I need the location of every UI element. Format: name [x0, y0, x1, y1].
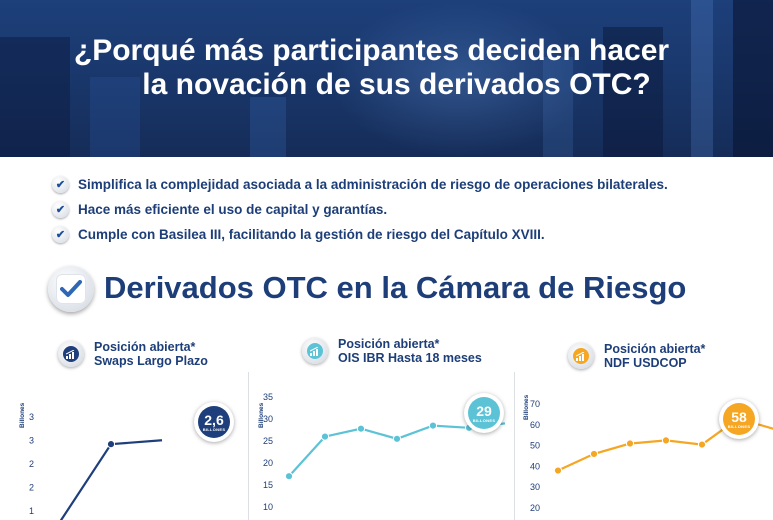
value-badge-ndf: 58 BILLONES	[719, 399, 759, 439]
check-icon: ✔	[52, 201, 69, 218]
y-tick-label: 40	[530, 461, 540, 471]
background-building	[733, 0, 773, 157]
list-item-text: Simplifica la complejidad asociada a la …	[78, 177, 668, 192]
bar-chart-icon-core	[63, 346, 79, 362]
value-badge-ois: 29 BILLONES	[464, 393, 504, 433]
badge-value: 2,6	[204, 411, 224, 428]
data-point	[553, 466, 563, 475]
hero-title: ¿Porqué más participantes deciden hacer …	[0, 34, 773, 102]
check-icon-inner	[56, 274, 86, 304]
check-icon: ✔	[52, 226, 69, 243]
card-label-line1: Posición abierta*	[604, 342, 706, 356]
data-point	[320, 432, 330, 441]
bar-chart-icon-core	[307, 343, 323, 359]
badge-core: 29 BILLONES	[468, 397, 500, 429]
bar-chart-icon	[568, 343, 594, 369]
data-point	[661, 436, 671, 445]
y-tick-label: 60	[530, 420, 540, 430]
y-tick-label: 35	[263, 392, 273, 402]
badge-core: 2,6 BILLONES	[198, 406, 230, 438]
badge-unit: BILLONES	[472, 417, 496, 423]
data-point	[625, 439, 635, 448]
card-label-line2: Swaps Largo Plazo	[94, 354, 208, 368]
benefits-list: ✔ Simplifica la complejidad asociada a l…	[52, 172, 668, 247]
background-building	[90, 77, 140, 157]
data-point	[392, 434, 402, 443]
badge-value: 29	[476, 402, 492, 419]
y-tick-label: 30	[530, 482, 540, 492]
section-title: Derivados OTC en la Cámara de Riesgo	[104, 270, 687, 305]
data-point	[356, 424, 366, 433]
list-item: ✔ Cumple con Basilea III, facilitando la…	[52, 222, 668, 247]
hero-banner: ¿Porqué más participantes deciden hacer …	[0, 0, 773, 157]
background-glow	[330, 0, 590, 157]
y-tick-label: 70	[530, 399, 540, 409]
series-line	[288, 422, 506, 477]
badge-value: 58	[731, 408, 747, 425]
background-building	[0, 37, 70, 157]
chart-swaps: 3 3 2 2 1	[29, 412, 163, 520]
y-tick-label: 2	[29, 459, 34, 469]
series-line	[59, 439, 163, 520]
chart-ois: 35 30 25 20 15 10	[263, 392, 506, 512]
list-item: ✔ Hace más eficiente el uso de capital y…	[52, 197, 668, 222]
y-tick-label: 50	[530, 441, 540, 451]
data-point	[697, 440, 707, 449]
card-label-line1: Posición abierta*	[94, 340, 196, 354]
data-point	[589, 449, 599, 459]
check-mark-icon	[60, 280, 82, 297]
background-building	[691, 0, 713, 157]
hero-title-line1: ¿Porqué más participantes deciden hacer	[73, 34, 670, 67]
card-header-swaps: Posición abierta* Swaps Largo Plazo	[58, 340, 208, 368]
y-tick-label: 25	[263, 436, 273, 446]
bar-chart-icon	[58, 341, 84, 367]
hero-title-line2: la novación de sus derivados OTC?	[142, 68, 651, 101]
card-label-line1: Posición abierta*	[338, 337, 440, 351]
y-tick-label: 2	[29, 483, 34, 493]
card-header-ois: Posición abierta* OIS IBR Hasta 18 meses	[302, 337, 482, 365]
bar-chart-icon	[302, 338, 328, 364]
card-divider	[248, 372, 249, 520]
badge-core: 58 BILLONES	[723, 403, 755, 435]
y-tick-label: 3	[29, 436, 34, 446]
background-building	[603, 27, 663, 157]
card-header-ndf: Posición abierta* NDF USDCOP	[568, 342, 705, 370]
y-tick-label: 15	[263, 480, 273, 490]
data-point	[284, 472, 294, 481]
list-item-text: Cumple con Basilea III, facilitando la g…	[78, 227, 545, 242]
check-icon	[48, 266, 94, 312]
list-item-text: Hace más eficiente el uso de capital y g…	[78, 202, 388, 217]
y-tick-label: 10	[263, 502, 273, 512]
value-badge-swaps: 2,6 BILLONES	[194, 402, 234, 442]
card-label-line2: NDF USDCOP	[604, 356, 687, 370]
y-tick-label: 20	[263, 458, 273, 468]
y-tick-label: 3	[29, 412, 34, 422]
data-point	[428, 421, 438, 430]
badge-unit: BILLONES	[727, 423, 751, 429]
badge-unit: BILLONES	[202, 426, 226, 432]
y-tick-label: 20	[530, 503, 540, 513]
card-divider	[514, 372, 515, 520]
bar-chart-icon-core	[573, 348, 589, 364]
list-item: ✔ Simplifica la complejidad asociada a l…	[52, 172, 668, 197]
check-icon: ✔	[52, 176, 69, 193]
background-building	[543, 57, 573, 157]
card-label-line2: OIS IBR Hasta 18 meses	[338, 351, 482, 365]
y-tick-label: 1	[29, 506, 34, 516]
background-building	[250, 97, 286, 157]
y-tick-label: 30	[263, 414, 273, 424]
data-point	[106, 440, 116, 449]
